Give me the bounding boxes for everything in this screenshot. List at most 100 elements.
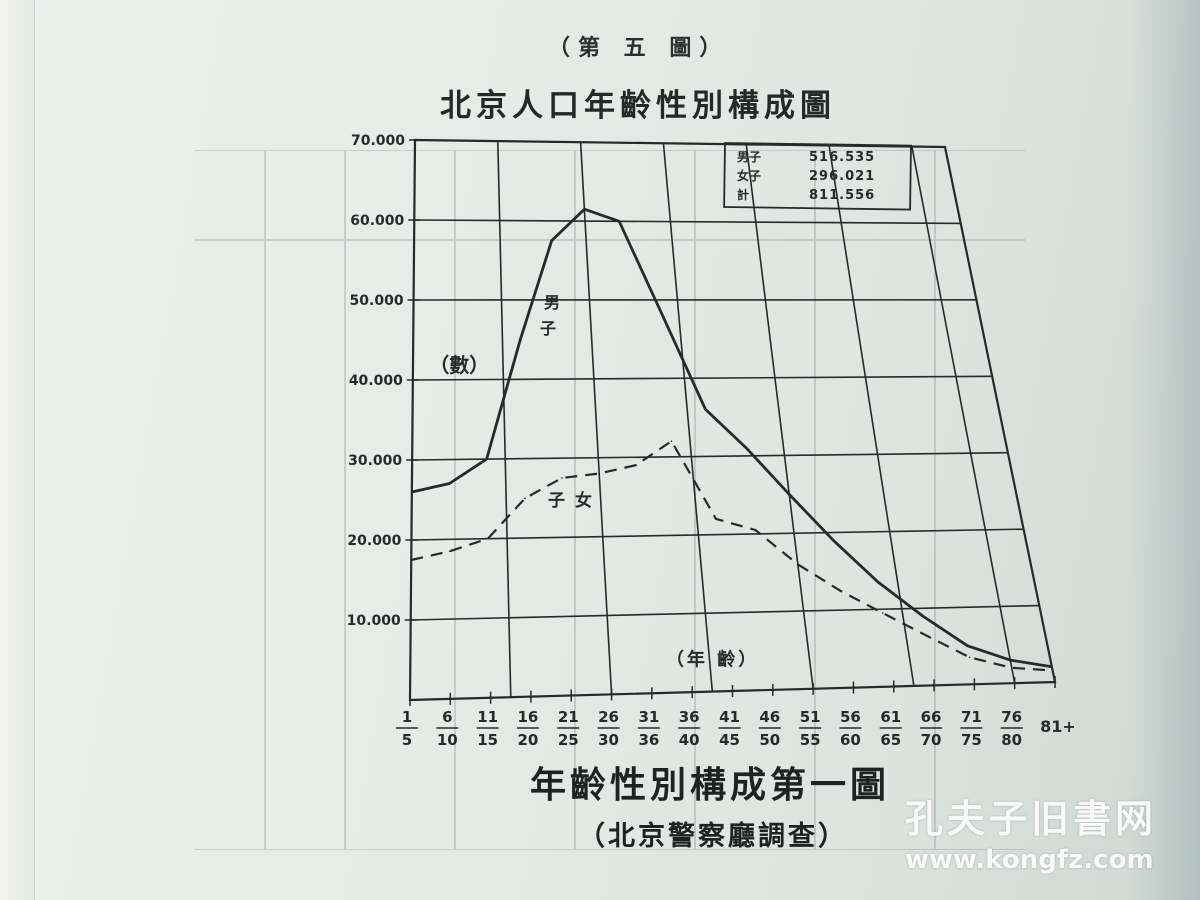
series-label-male-2: 子: [540, 319, 556, 338]
x-tick-label-bottom: 65: [880, 731, 901, 749]
series-point: [448, 550, 451, 553]
series-point: [487, 537, 489, 540]
legend-row-value: 296.021: [809, 169, 875, 184]
x-tick-label-top: 1: [402, 708, 412, 726]
legend-row-value: 811.556: [809, 188, 875, 203]
x-tick-label-bottom: 5: [402, 731, 412, 749]
series-point: [635, 464, 637, 466]
series-point: [1051, 669, 1054, 672]
series-point: [881, 612, 884, 614]
y-tick-label: 50.000: [350, 293, 404, 309]
y-tick-label: 40.000: [349, 373, 403, 389]
series-point: [839, 589, 842, 592]
series-point: [524, 497, 526, 500]
h-gridline: [414, 219, 961, 225]
legend-row-label: 男子: [737, 150, 761, 164]
chart-series: [410, 207, 1054, 672]
legend-row-label: 計: [737, 187, 749, 202]
v-gridline: [828, 145, 915, 687]
x-tick-label-top: 66: [921, 708, 942, 726]
series-point: [966, 645, 969, 647]
series-point: [583, 208, 586, 211]
x-tick-label-bottom: 75: [961, 731, 982, 749]
series-point: [618, 220, 620, 223]
series-point: [832, 539, 835, 542]
y-tick-label: 60.000: [350, 213, 404, 229]
x-tick-label-top: 81+: [1040, 717, 1076, 736]
x-tick-label-bottom: 15: [477, 731, 498, 749]
x-tick-label-bottom: 25: [558, 731, 579, 749]
series-point: [485, 458, 488, 460]
series-point: [925, 634, 927, 637]
x-tick-label-top: 16: [518, 708, 539, 726]
x-tick-label-bottom: 50: [759, 731, 780, 749]
y-tick-label: 70.000: [351, 133, 405, 149]
h-gridline: [411, 528, 1024, 541]
series-point: [704, 408, 707, 411]
series-point: [797, 563, 799, 566]
series-point: [670, 440, 673, 442]
y-tick-label: 30.000: [348, 453, 402, 469]
x-tick-label-bottom: 40: [679, 731, 700, 749]
h-gridline: [410, 604, 1040, 621]
y-tick-label: 10.000: [347, 613, 401, 629]
legend-row-label: 女子: [737, 168, 761, 183]
x-tick-label-top: 41: [719, 708, 740, 726]
x-tick-label-bottom: 80: [1001, 731, 1022, 749]
series-point: [1051, 665, 1053, 668]
legend-row-value: 516.535: [809, 150, 875, 165]
x-tick-label-top: 31: [638, 708, 659, 726]
chart-legend: 男子 516.535 女子 296.021 計 811.556: [723, 142, 912, 211]
series-point: [659, 310, 662, 313]
v-gridline: [497, 141, 512, 698]
watermark-name: 孔夫子旧書网: [905, 797, 1158, 841]
watermark-url: www.kongfz.com: [905, 845, 1154, 875]
series-point: [921, 615, 924, 617]
series-point: [754, 529, 757, 531]
chart-grid: [408, 138, 1057, 702]
x-tick-label-bottom: 70: [921, 731, 942, 749]
series-point: [550, 239, 553, 242]
watermark: 孔夫子旧書网 www.kongfz.com: [905, 788, 1157, 875]
series-point: [561, 477, 563, 479]
h-gridline: [414, 139, 946, 148]
x-tick-label-top: 71: [961, 708, 982, 726]
series-point: [715, 518, 717, 520]
figure-source: （北京警察廳調查）: [578, 821, 848, 852]
series-point: [745, 447, 748, 449]
x-tick-label-top: 11: [477, 708, 498, 726]
v-gridline: [911, 146, 1016, 684]
series-point: [788, 493, 791, 496]
x-tick-label-top: 61: [880, 708, 901, 726]
figure-caption: 年齡性別構成第一圖: [530, 764, 891, 806]
chart-labels: 10.000 20.000 30.000 40.000 50.000 60.000 70.0…: [347, 133, 1076, 749]
series-point: [1009, 659, 1012, 661]
h-gridline: [412, 375, 993, 381]
legend-box: [723, 142, 912, 211]
page-left-edge: [0, 0, 35, 900]
series-point: [877, 581, 879, 583]
x-tick-label-bottom: 45: [719, 731, 740, 749]
series-point: [598, 472, 600, 475]
x-tick-label-bottom: 55: [800, 731, 821, 749]
x-tick-label-top: 36: [679, 708, 700, 726]
v-gridline: [579, 142, 613, 695]
figure-number: （第 五 圖）: [548, 35, 730, 61]
series-point: [411, 491, 413, 493]
x-tick-label-top: 46: [759, 708, 780, 726]
series-point: [519, 338, 522, 341]
y-axis-label: （數）: [429, 353, 489, 377]
chart-title: 北京人口年齡性別構成圖: [440, 88, 836, 124]
series-point: [1010, 666, 1013, 669]
page-right-shadow: [1130, 0, 1200, 900]
v-gridline: [745, 144, 814, 689]
series-point: [410, 559, 413, 561]
x-tick-label-bottom: 20: [518, 731, 539, 749]
series-label-female: 子女: [548, 490, 602, 511]
h-gridline: [412, 451, 1008, 461]
x-tick-label-bottom: 36: [638, 731, 659, 749]
x-tick-label-top: 26: [598, 708, 619, 726]
x-tick-label-top: 21: [558, 708, 579, 726]
